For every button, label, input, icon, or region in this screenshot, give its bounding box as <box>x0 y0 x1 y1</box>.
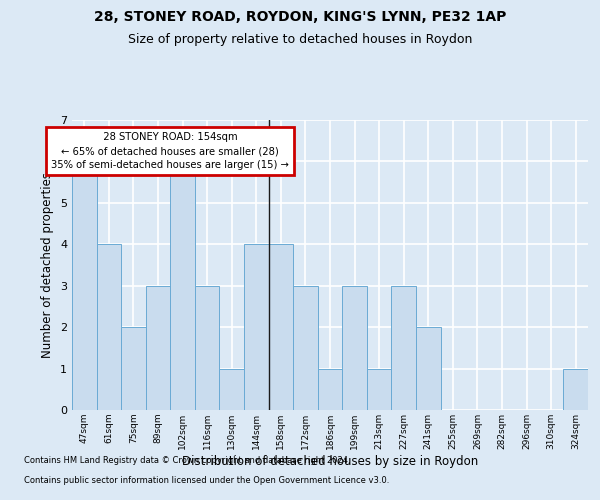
Bar <box>121 327 146 410</box>
Bar <box>97 244 121 410</box>
Bar <box>269 244 293 410</box>
Bar <box>244 244 269 410</box>
Bar <box>342 286 367 410</box>
Bar <box>72 162 97 410</box>
Bar <box>170 162 195 410</box>
Text: 28, STONEY ROAD, ROYDON, KING'S LYNN, PE32 1AP: 28, STONEY ROAD, ROYDON, KING'S LYNN, PE… <box>94 10 506 24</box>
Bar <box>293 286 318 410</box>
Bar <box>367 368 391 410</box>
Bar <box>563 368 588 410</box>
X-axis label: Distribution of detached houses by size in Roydon: Distribution of detached houses by size … <box>182 454 478 468</box>
Bar <box>318 368 342 410</box>
Bar <box>391 286 416 410</box>
Text: 28 STONEY ROAD: 154sqm  
← 65% of detached houses are smaller (28)
35% of semi-d: 28 STONEY ROAD: 154sqm ← 65% of detached… <box>52 132 289 170</box>
Y-axis label: Number of detached properties: Number of detached properties <box>41 172 55 358</box>
Bar <box>195 286 220 410</box>
Bar <box>416 327 440 410</box>
Text: Contains HM Land Registry data © Crown copyright and database right 2024.: Contains HM Land Registry data © Crown c… <box>24 456 350 465</box>
Bar <box>146 286 170 410</box>
Bar <box>220 368 244 410</box>
Text: Contains public sector information licensed under the Open Government Licence v3: Contains public sector information licen… <box>24 476 389 485</box>
Text: Size of property relative to detached houses in Roydon: Size of property relative to detached ho… <box>128 32 472 46</box>
